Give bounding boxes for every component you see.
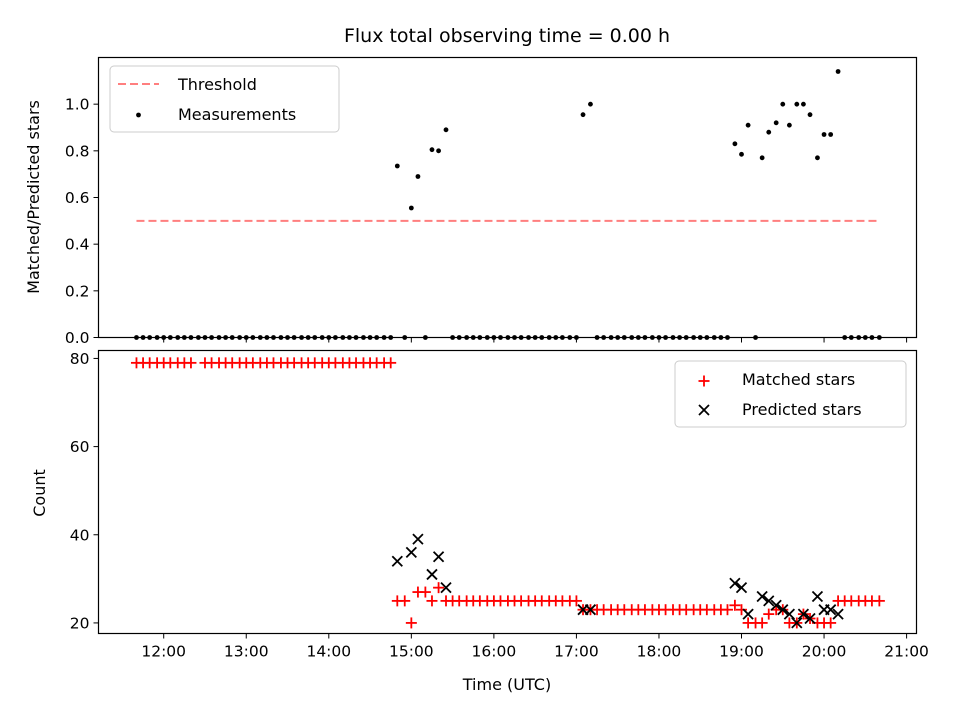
measurement-point bbox=[815, 155, 820, 161]
predicted-star-point bbox=[440, 582, 452, 594]
bottom-y-tick-label: 40 bbox=[70, 526, 90, 544]
measurement-point bbox=[786, 122, 792, 128]
predicted-star-point bbox=[811, 590, 824, 603]
measurement-point bbox=[759, 155, 765, 161]
bottom-x-tick-label: 12:00 bbox=[141, 643, 186, 661]
predicted-star-point bbox=[432, 551, 445, 563]
predicted-star-point bbox=[763, 595, 775, 607]
predicted-star-point bbox=[584, 604, 597, 616]
predicted-star-point bbox=[729, 577, 741, 589]
matched-star-point bbox=[736, 604, 748, 616]
measurement-point bbox=[835, 69, 841, 74]
predicted-star-point bbox=[832, 608, 844, 620]
top-y-tick-label: 0.8 bbox=[65, 142, 90, 160]
measurement-point bbox=[745, 122, 751, 128]
measurement-point bbox=[732, 141, 738, 147]
bottom-y-axis-label: Count bbox=[30, 469, 49, 517]
legend-measurements-swatch bbox=[136, 112, 141, 118]
measurement-point bbox=[415, 174, 421, 179]
matched-star-point bbox=[419, 586, 431, 598]
measurement-point bbox=[429, 147, 435, 153]
top-y-tick-label: 1.0 bbox=[65, 96, 90, 114]
matched-star-point bbox=[570, 595, 582, 607]
bottom-x-tick-label: 15:00 bbox=[389, 643, 434, 661]
top-y-tick-label: 0.4 bbox=[65, 236, 90, 254]
predicted-star-point bbox=[756, 590, 768, 603]
matched-star-point bbox=[399, 595, 411, 607]
matched-star-point bbox=[873, 595, 885, 607]
measurement-point bbox=[821, 132, 827, 137]
matched-star-point bbox=[433, 582, 445, 594]
matched-star-point bbox=[405, 617, 417, 629]
matched-star-point bbox=[763, 608, 775, 620]
predicted-star-point bbox=[797, 608, 810, 620]
legend-threshold-label: Threshold bbox=[177, 75, 257, 94]
bottom-legend: Matched stars Predicted stars bbox=[674, 360, 907, 428]
measurement-point bbox=[801, 101, 806, 107]
legend-predicted-label: Predicted stars bbox=[742, 400, 862, 419]
matched-star-point bbox=[426, 595, 438, 607]
bottom-x-tick-label: 21:00 bbox=[884, 643, 929, 661]
matched-star-point bbox=[756, 617, 768, 629]
measurement-point bbox=[580, 112, 586, 118]
measurement-point bbox=[780, 101, 786, 107]
matched-star-point bbox=[185, 357, 197, 369]
bottom-y-tick-label: 60 bbox=[70, 438, 90, 456]
predicted-star-point bbox=[405, 546, 417, 559]
bottom-x-tick-label: 16:00 bbox=[472, 643, 517, 661]
matched-star-point bbox=[385, 357, 397, 369]
bottom-x-tick-label: 19:00 bbox=[719, 643, 764, 661]
predicted-star-point bbox=[391, 555, 403, 567]
bottom-y-tick-label: 80 bbox=[70, 350, 90, 368]
predicted-star-point bbox=[412, 533, 424, 545]
measurement-point bbox=[766, 129, 772, 135]
measurement-point bbox=[436, 148, 441, 154]
bottom-legend-box bbox=[674, 360, 907, 428]
matched-star-point bbox=[721, 604, 733, 616]
top-y-tick-label: 0.2 bbox=[65, 282, 90, 300]
predicted-star-point bbox=[804, 612, 816, 625]
x-axis-label: Time (UTC) bbox=[462, 675, 551, 694]
top-y-axis-label: Matched/Predicted stars bbox=[24, 100, 43, 294]
measurement-point bbox=[807, 112, 813, 118]
measurement-point bbox=[588, 101, 593, 107]
bottom-axes-frame bbox=[97, 349, 918, 635]
measurement-point bbox=[408, 205, 414, 211]
legend-measurements-label: Measurements bbox=[178, 105, 296, 124]
predicted-star-point bbox=[742, 608, 754, 620]
matched-star-point bbox=[825, 617, 837, 629]
top-y-tick-label: 0.6 bbox=[65, 189, 90, 207]
predicted-star-point bbox=[770, 599, 782, 611]
measurement-point bbox=[828, 132, 834, 137]
bottom-x-tick-label: 18:00 bbox=[637, 643, 682, 661]
matched-star-point bbox=[729, 599, 741, 611]
top-chart-title: Flux total observing time = 0.00 h bbox=[344, 25, 670, 47]
bottom-x-tick-label: 20:00 bbox=[802, 643, 847, 661]
predicted-star-point bbox=[777, 604, 789, 616]
top-legend: Threshold Measurements bbox=[109, 65, 340, 133]
predicted-star-point bbox=[791, 617, 803, 629]
measurement-point bbox=[443, 127, 449, 133]
legend-matched-swatch bbox=[698, 375, 710, 387]
predicted-star-point bbox=[426, 568, 438, 581]
bottom-y-tick-label: 20 bbox=[70, 614, 90, 632]
measurement-point bbox=[394, 163, 400, 169]
predicted-star-point bbox=[825, 604, 837, 616]
bottom-x-tick-label: 13:00 bbox=[224, 643, 269, 661]
bottom-plot-area: 20 40 60 80 12:00 13:00 14:00 15:00 16:00 17:00 18… bbox=[70, 350, 929, 661]
predicted-star-point bbox=[783, 608, 796, 620]
bottom-x-tick-label: 14:00 bbox=[306, 643, 351, 661]
measurement-point bbox=[773, 120, 779, 126]
bottom-x-tick-label: 17:00 bbox=[554, 643, 599, 661]
top-y-tick-label: 0.0 bbox=[65, 329, 90, 347]
legend-predicted-swatch bbox=[698, 404, 710, 416]
top-axes-frame bbox=[97, 56, 918, 339]
measurement-point bbox=[794, 101, 800, 107]
legend-matched-label: Matched stars bbox=[742, 370, 855, 389]
top-legend-box bbox=[109, 65, 340, 133]
measurement-point bbox=[739, 151, 744, 157]
predicted-star-point bbox=[735, 582, 748, 594]
